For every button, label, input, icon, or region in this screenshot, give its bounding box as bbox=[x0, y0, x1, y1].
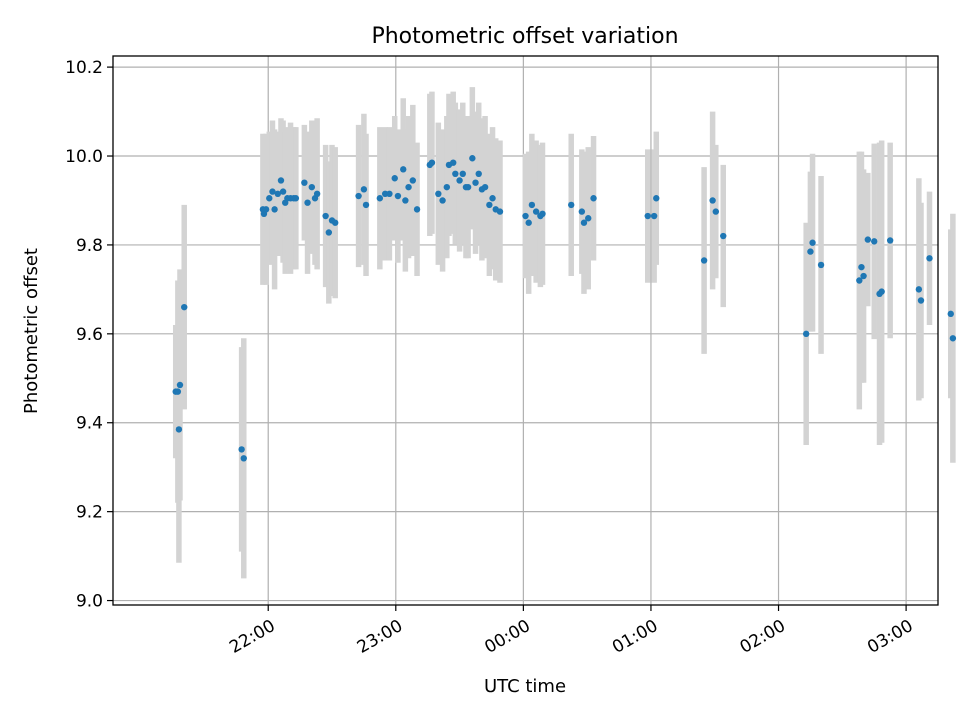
data-point bbox=[409, 177, 417, 184]
y-tick-label: 10.0 bbox=[65, 147, 103, 167]
data-point bbox=[578, 208, 586, 215]
data-point bbox=[271, 206, 278, 213]
data-point bbox=[568, 201, 575, 209]
data-point bbox=[469, 155, 476, 162]
data-point bbox=[443, 183, 451, 191]
data-point bbox=[532, 208, 540, 215]
data-point bbox=[580, 219, 588, 226]
data-point bbox=[274, 190, 281, 198]
data-point bbox=[720, 232, 727, 240]
data-point bbox=[181, 303, 188, 311]
data-point bbox=[376, 195, 384, 202]
data-point bbox=[644, 212, 651, 220]
data-point bbox=[313, 190, 321, 198]
data-point bbox=[362, 201, 370, 209]
data-point bbox=[435, 190, 442, 198]
data-point bbox=[301, 179, 308, 186]
data-points bbox=[172, 155, 957, 462]
data-point bbox=[653, 195, 660, 202]
data-point bbox=[496, 208, 504, 215]
data-point bbox=[175, 426, 183, 433]
data-point bbox=[266, 195, 273, 202]
data-point bbox=[802, 330, 810, 338]
data-point bbox=[700, 257, 708, 264]
data-point bbox=[486, 201, 493, 209]
data-point bbox=[360, 186, 368, 193]
data-point bbox=[452, 170, 459, 178]
y-tick-label: 9.8 bbox=[76, 236, 103, 256]
data-point bbox=[525, 219, 532, 226]
y-tick-label: 9.2 bbox=[76, 503, 103, 523]
data-point bbox=[858, 263, 865, 271]
data-point bbox=[386, 190, 393, 198]
data-point bbox=[709, 197, 716, 204]
data-point bbox=[262, 206, 270, 213]
data-point bbox=[481, 183, 489, 191]
data-point bbox=[439, 197, 446, 204]
data-point bbox=[860, 272, 867, 280]
data-point bbox=[413, 206, 421, 213]
data-point bbox=[522, 212, 529, 220]
data-point bbox=[355, 192, 362, 200]
data-point bbox=[915, 286, 923, 293]
data-point bbox=[886, 237, 894, 244]
data-point bbox=[926, 255, 933, 262]
data-point bbox=[949, 335, 957, 342]
y-tick-label: 9.4 bbox=[76, 414, 103, 434]
data-point bbox=[878, 288, 885, 295]
data-point bbox=[585, 215, 592, 222]
data-point bbox=[174, 388, 182, 395]
data-point bbox=[590, 195, 597, 202]
data-point bbox=[292, 195, 300, 202]
data-point bbox=[809, 239, 816, 246]
data-point bbox=[456, 177, 463, 184]
data-point bbox=[269, 188, 276, 195]
y-tick-label: 10.2 bbox=[65, 58, 103, 78]
data-point bbox=[277, 177, 285, 184]
data-point bbox=[817, 261, 825, 269]
data-point bbox=[459, 170, 466, 178]
x-axis-label: UTC time bbox=[484, 676, 566, 697]
data-point bbox=[331, 219, 339, 226]
y-axis-label: Photometric offset bbox=[21, 248, 42, 414]
data-point bbox=[238, 446, 245, 453]
data-point bbox=[308, 183, 316, 191]
data-point bbox=[405, 183, 412, 191]
data-point bbox=[528, 201, 536, 209]
data-point bbox=[807, 248, 814, 255]
y-tick-label: 9.0 bbox=[76, 592, 103, 612]
data-point bbox=[650, 212, 658, 220]
plot-frame bbox=[112, 55, 939, 606]
data-point bbox=[240, 455, 247, 462]
data-point bbox=[871, 238, 878, 245]
data-point bbox=[539, 210, 546, 218]
data-point bbox=[279, 188, 287, 195]
data-point bbox=[428, 159, 436, 166]
data-point bbox=[322, 212, 329, 220]
data-point bbox=[325, 229, 333, 236]
data-point bbox=[475, 170, 482, 178]
data-point bbox=[947, 310, 954, 318]
data-point bbox=[856, 277, 863, 284]
chart-title: Photometric offset variation bbox=[371, 24, 678, 49]
data-point bbox=[464, 183, 472, 191]
data-point bbox=[472, 179, 479, 186]
data-point bbox=[176, 381, 184, 389]
data-point bbox=[712, 208, 720, 215]
data-point bbox=[402, 197, 409, 204]
data-point bbox=[917, 297, 925, 304]
data-point bbox=[394, 192, 402, 200]
data-point bbox=[489, 195, 496, 202]
y-tick-label: 9.6 bbox=[76, 325, 103, 345]
data-point bbox=[450, 159, 457, 166]
data-point bbox=[864, 236, 872, 243]
data-point bbox=[304, 199, 311, 206]
data-point bbox=[391, 175, 398, 182]
data-point bbox=[400, 166, 407, 173]
